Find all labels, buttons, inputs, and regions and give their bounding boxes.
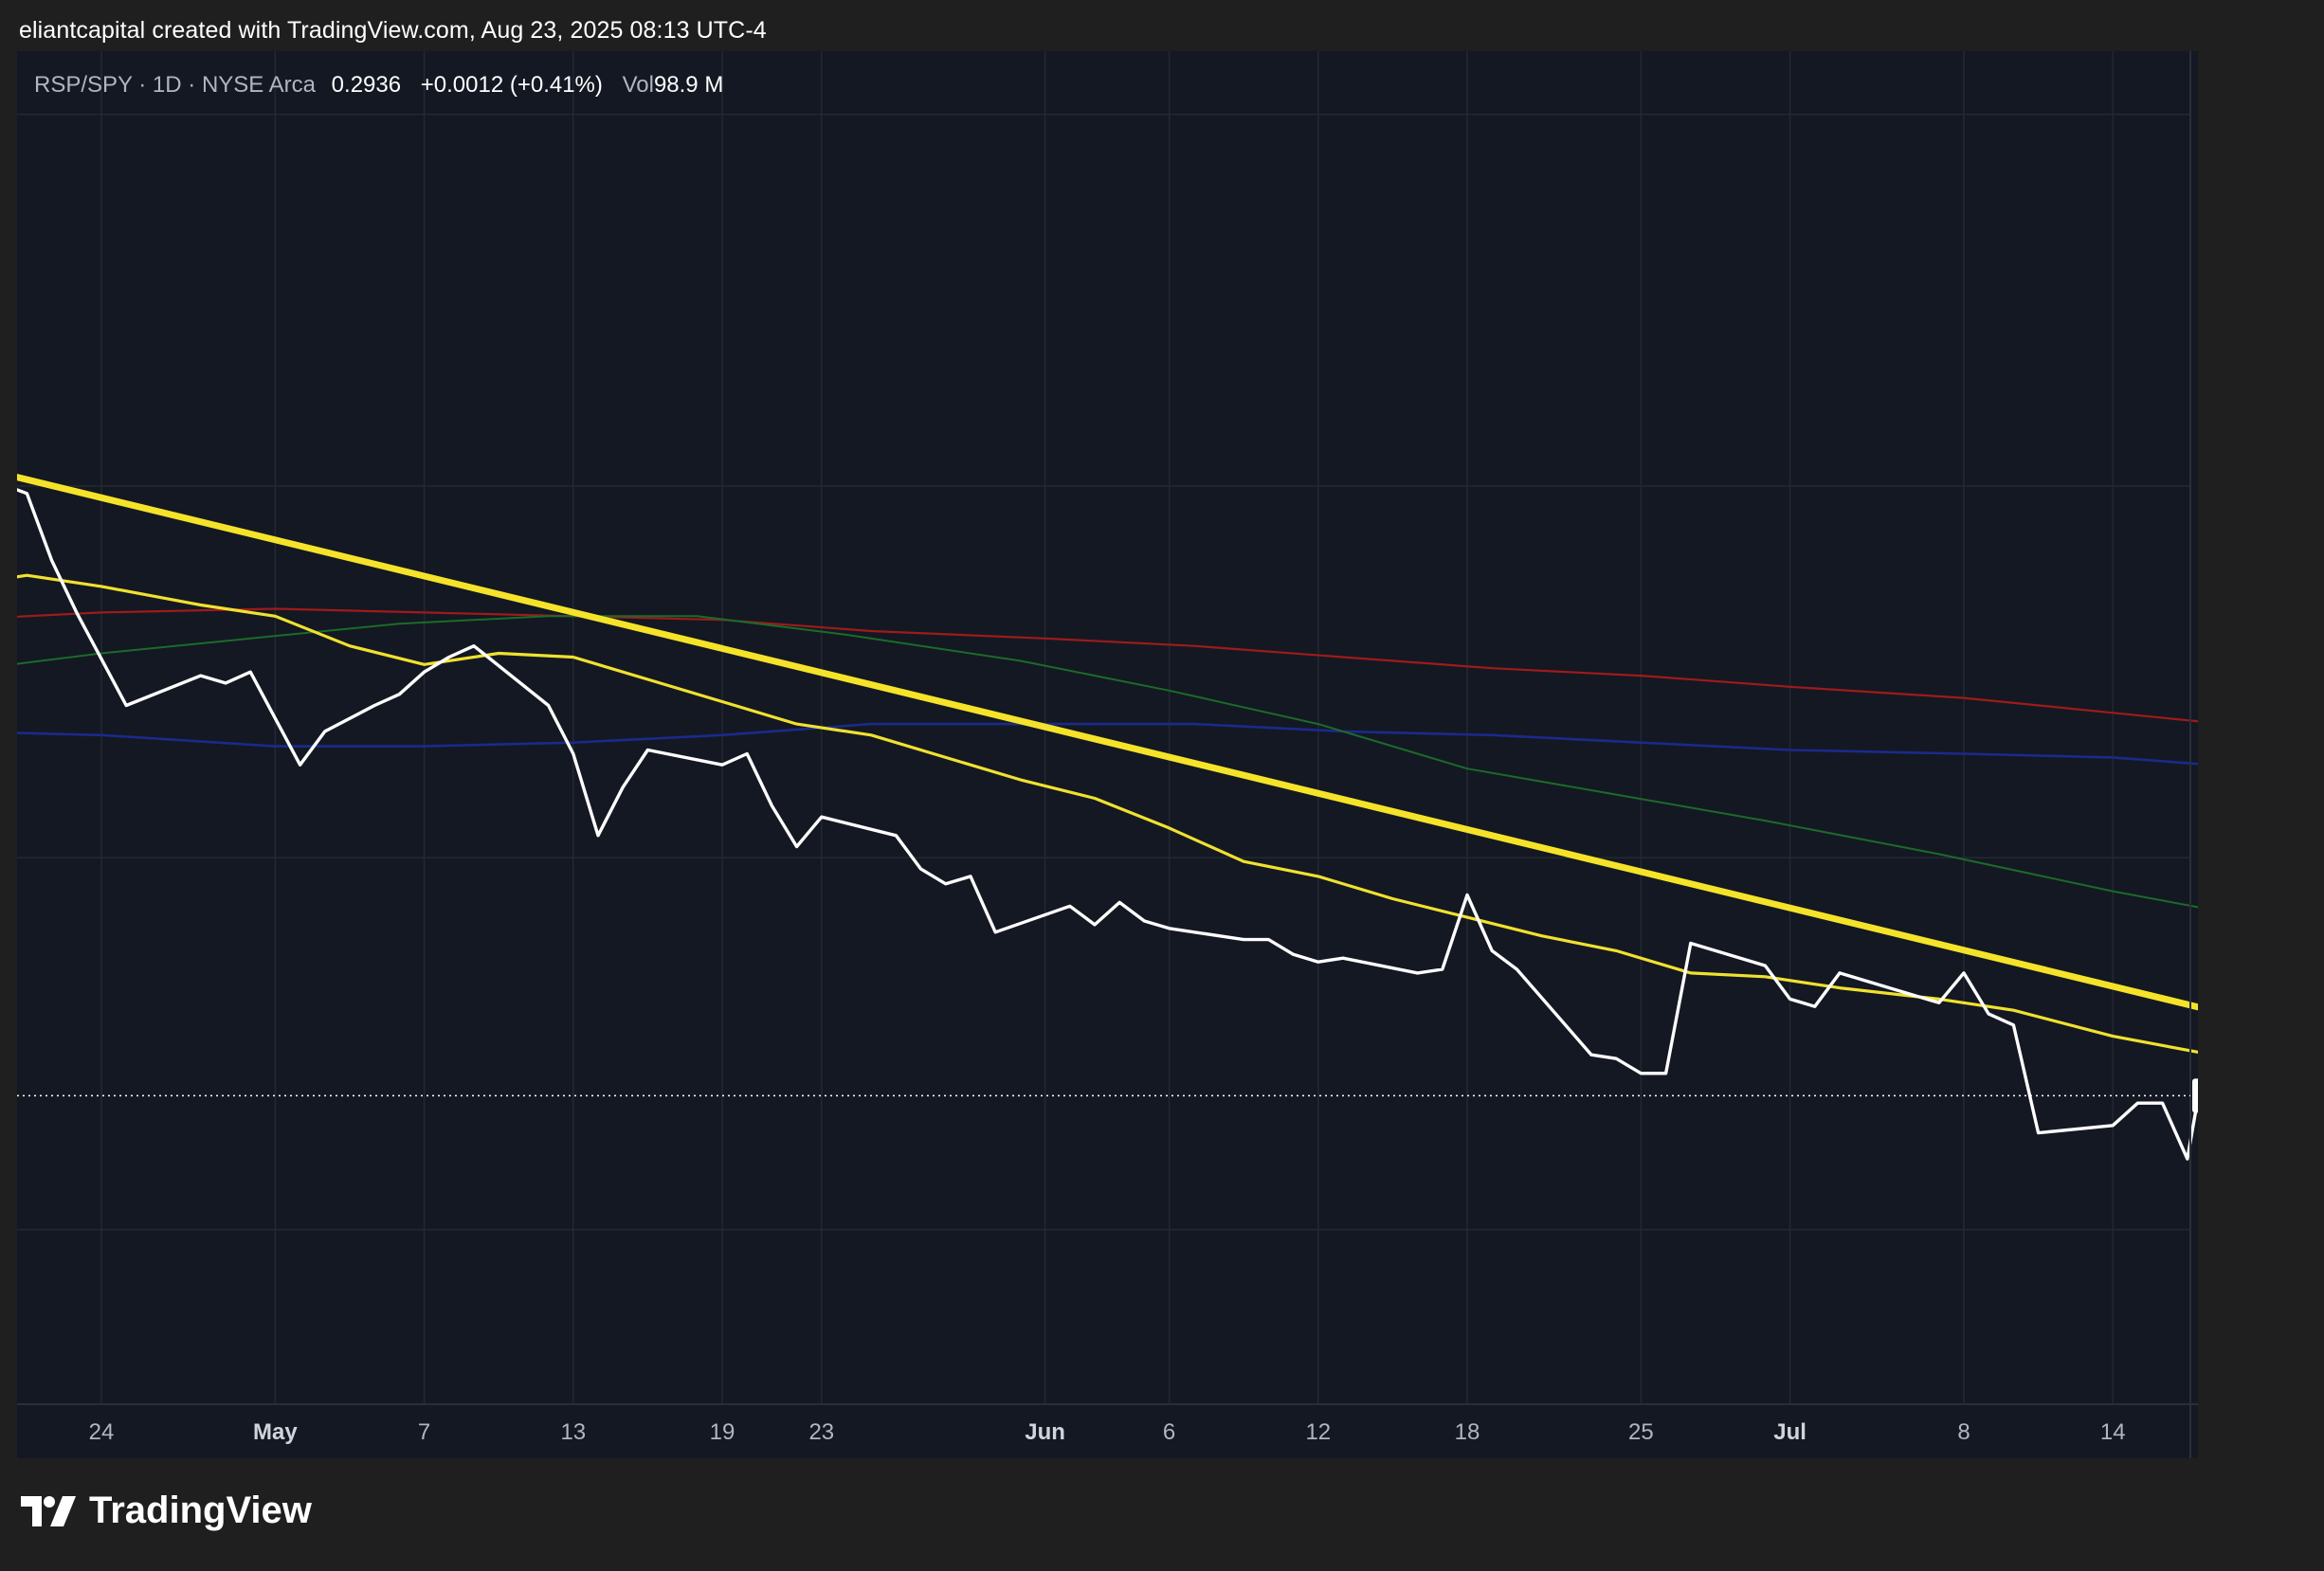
x-tick-label: May <box>253 1419 298 1445</box>
tradingview-icon <box>21 1495 76 1526</box>
overlays: Mon 11 Aug '250.2936 <box>17 1078 2198 1113</box>
change-value: +0.0012 (+0.41%) <box>420 72 603 98</box>
x-tick-label: 8 <box>1957 1419 1970 1445</box>
price-chart[interactable]: 0.32000.31000.30000.290024May7131923Jun6… <box>17 51 2198 1458</box>
x-tick-label: 13 <box>560 1419 586 1445</box>
x-tick-label: 12 <box>1305 1419 1331 1445</box>
volume-value: 98.9 M <box>653 72 724 98</box>
x-tick-label: 14 <box>2100 1419 2126 1445</box>
x-tick-label: 7 <box>418 1419 430 1445</box>
x-tick-label: 24 <box>89 1419 115 1445</box>
axes: 0.32000.31000.30000.290024May7131923Jun6… <box>17 51 2198 1458</box>
tradingview-logo[interactable]: TradingView <box>21 1490 312 1532</box>
x-tick-label: 23 <box>808 1419 834 1445</box>
series-line-ma-long-blue <box>17 722 2198 766</box>
series-lines <box>17 474 2198 1161</box>
chart-pane[interactable]: 0.32000.31000.30000.290024May7131923Jun6… <box>17 51 2198 1458</box>
series-line-ma-mid <box>17 615 2198 909</box>
x-tick-label: 18 <box>1455 1419 1480 1445</box>
series-line-rsp-spy <box>17 488 2198 1161</box>
x-tick-label: 19 <box>710 1419 735 1445</box>
brand-name: TradingView <box>89 1490 312 1531</box>
grid-lines <box>17 51 2190 1404</box>
x-tick-label: 6 <box>1163 1419 1175 1445</box>
series-line-trendline <box>17 474 2198 1011</box>
symbol-legend: RSP/SPY · 1D · NYSE Arca 0.2936 +0.0012 … <box>34 72 723 99</box>
series-line-ma-short <box>17 573 2198 1055</box>
x-tick-label: Jun <box>1025 1419 1065 1445</box>
volume-label: Vol <box>622 72 654 98</box>
x-tick-label: Jul <box>1773 1419 1807 1445</box>
symbol-info[interactable]: RSP/SPY · 1D · NYSE Arca <box>34 72 316 98</box>
x-tick-label: 25 <box>1628 1419 1654 1445</box>
attribution-text: eliantcapital created with TradingView.c… <box>19 17 767 44</box>
price-badge <box>2192 1078 2198 1113</box>
series-line-ma-long-red <box>17 607 2198 723</box>
last-value: 0.2936 <box>331 72 402 98</box>
